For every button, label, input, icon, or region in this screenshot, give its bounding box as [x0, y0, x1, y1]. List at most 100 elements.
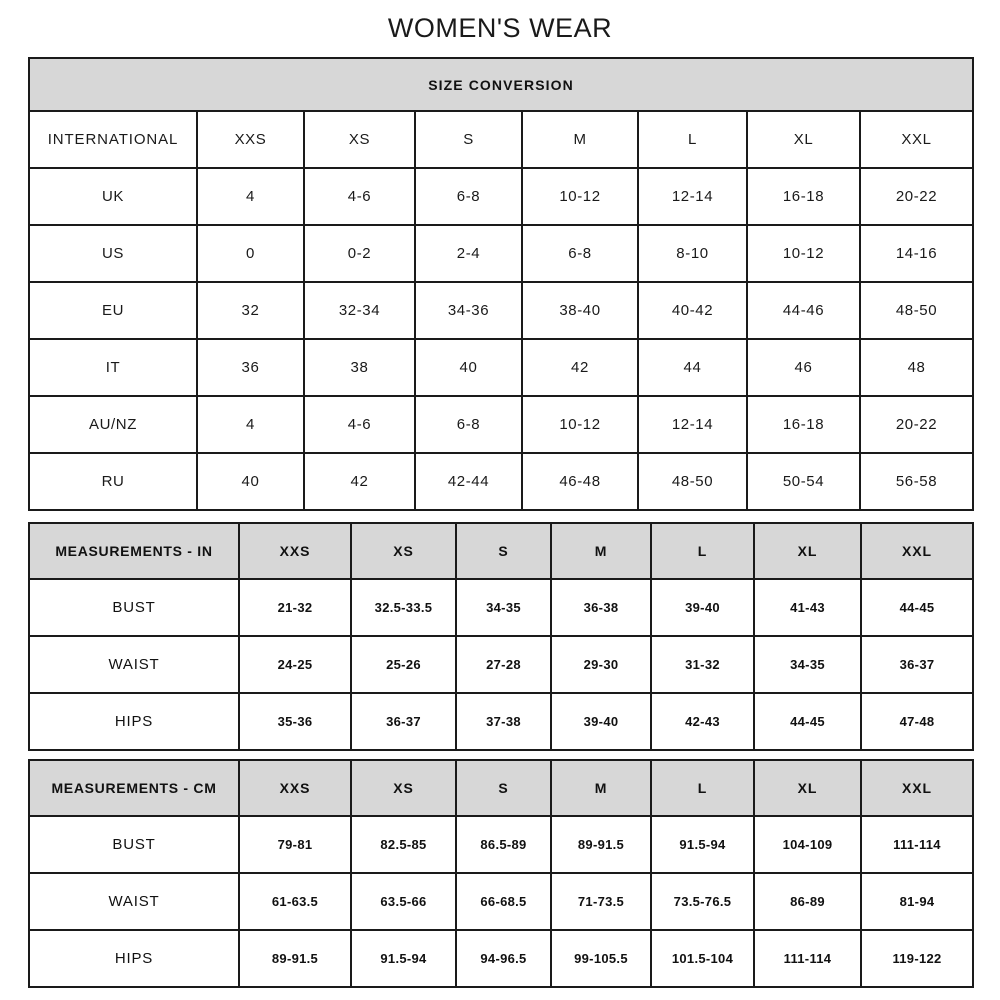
row-label: BUST [28, 578, 240, 637]
row-label: BUST [28, 815, 240, 874]
cell-value: 31-32 [650, 635, 755, 694]
table-row: BUST 79-81 82.5-85 86.5-89 89-91.5 91.5-… [28, 815, 974, 874]
measurements-in-table: MEASUREMENTS - IN XXS XS S M L XL XXL BU… [28, 522, 974, 751]
column-header-xl: XL [753, 759, 862, 817]
cell-value: 0 [196, 224, 305, 283]
cell-value: 4 [196, 167, 305, 226]
cell-value: 86-89 [753, 872, 862, 931]
column-header-xl: XL [746, 110, 861, 169]
column-header-xxl: XXL [858, 110, 975, 169]
cell-value: 44-46 [746, 281, 861, 340]
cell-value: 104-109 [753, 815, 862, 874]
cell-value: 27-28 [455, 635, 552, 694]
cell-value: 36-38 [550, 578, 652, 637]
cell-value: 0-2 [303, 224, 416, 283]
cell-value: 4-6 [303, 395, 416, 454]
size-conversion-table: SIZE CONVERSION INTERNATIONAL XXS XS S M… [27, 57, 975, 511]
table-row: WAIST 24-25 25-26 27-28 29-30 31-32 34-3… [28, 635, 974, 694]
column-header-xs: XS [303, 110, 416, 169]
column-header-xxs: XXS [196, 110, 305, 169]
cell-value: 81-94 [860, 872, 974, 931]
cell-value: 111-114 [753, 929, 862, 988]
column-header-xs: XS [350, 759, 457, 817]
column-header-m: M [550, 759, 652, 817]
row-label: EU [28, 281, 198, 340]
row-label: AU/NZ [28, 395, 198, 454]
cell-value: 8-10 [637, 224, 748, 283]
cell-value: 32 [196, 281, 305, 340]
cell-value: 36 [196, 338, 305, 397]
cell-value: 32-34 [303, 281, 416, 340]
measurements-cm-table: MEASUREMENTS - CM XXS XS S M L XL XXL BU… [28, 759, 974, 988]
cell-value: 4-6 [303, 167, 416, 226]
cell-value: 20-22 [858, 167, 975, 226]
cell-value: 24-25 [238, 635, 352, 694]
cell-value: 36-37 [860, 635, 974, 694]
cell-value: 34-35 [455, 578, 552, 637]
cell-value: 29-30 [550, 635, 652, 694]
cell-value: 12-14 [637, 395, 748, 454]
cell-value: 94-96.5 [455, 929, 552, 988]
cell-value: 48-50 [637, 452, 748, 511]
table-header-row: INTERNATIONAL XXS XS S M L XL XXL [28, 110, 975, 169]
row-label: IT [28, 338, 198, 397]
cell-value: 42-43 [650, 692, 755, 751]
cell-value: 61-63.5 [238, 872, 352, 931]
cell-value: 44-45 [860, 578, 974, 637]
cell-value: 44-45 [753, 692, 862, 751]
cell-value: 40-42 [637, 281, 748, 340]
row-label: WAIST [28, 872, 240, 931]
table-row: UK 4 4-6 6-8 10-12 12-14 16-18 20-22 [28, 167, 975, 226]
column-header-m: M [521, 110, 639, 169]
cell-value: 42 [303, 452, 416, 511]
cell-value: 35-36 [238, 692, 352, 751]
cell-value: 32.5-33.5 [350, 578, 457, 637]
cell-value: 6-8 [521, 224, 639, 283]
cell-value: 38 [303, 338, 416, 397]
cell-value: 10-12 [521, 395, 639, 454]
cell-value: 16-18 [746, 167, 861, 226]
cell-value: 73.5-76.5 [650, 872, 755, 931]
cell-value: 37-38 [455, 692, 552, 751]
row-label: WAIST [28, 635, 240, 694]
cell-value: 86.5-89 [455, 815, 552, 874]
cell-value: 48 [858, 338, 975, 397]
column-header-s: S [455, 759, 552, 817]
cell-value: 99-105.5 [550, 929, 652, 988]
cell-value: 40 [414, 338, 523, 397]
cell-value: 101.5-104 [650, 929, 755, 988]
cell-value: 41-43 [753, 578, 862, 637]
cell-value: 42 [521, 338, 639, 397]
cell-value: 16-18 [746, 395, 861, 454]
table-row: US 0 0-2 2-4 6-8 8-10 10-12 14-16 [28, 224, 975, 283]
cell-value: 46-48 [521, 452, 639, 511]
column-header-m: M [550, 522, 652, 580]
table-row: HIPS 89-91.5 91.5-94 94-96.5 99-105.5 10… [28, 929, 974, 988]
cell-value: 20-22 [858, 395, 975, 454]
row-label: UK [28, 167, 198, 226]
cell-value: 63.5-66 [350, 872, 457, 931]
cell-value: 4 [196, 395, 305, 454]
cell-value: 91.5-94 [650, 815, 755, 874]
cell-value: 36-37 [350, 692, 457, 751]
column-header-xxl: XXL [860, 759, 974, 817]
column-header-measurements-in: MEASUREMENTS - IN [28, 522, 240, 580]
cell-value: 79-81 [238, 815, 352, 874]
cell-value: 14-16 [858, 224, 975, 283]
page-title: WOMEN'S WEAR [387, 13, 613, 43]
column-header-xl: XL [753, 522, 862, 580]
cell-value: 47-48 [860, 692, 974, 751]
size-conversion-banner: SIZE CONVERSION [27, 57, 975, 112]
column-header-s: S [414, 110, 523, 169]
table-row: RU 40 42 42-44 46-48 48-50 50-54 56-58 [28, 452, 975, 511]
cell-value: 89-91.5 [550, 815, 652, 874]
cell-value: 71-73.5 [550, 872, 652, 931]
cell-value: 39-40 [550, 692, 652, 751]
cell-value: 91.5-94 [350, 929, 457, 988]
column-header-xxl: XXL [860, 522, 974, 580]
cell-value: 2-4 [414, 224, 523, 283]
cell-value: 42-44 [414, 452, 523, 511]
column-header-xxs: XXS [238, 522, 352, 580]
cell-value: 44 [637, 338, 748, 397]
table-row: BUST 21-32 32.5-33.5 34-35 36-38 39-40 4… [28, 578, 974, 637]
